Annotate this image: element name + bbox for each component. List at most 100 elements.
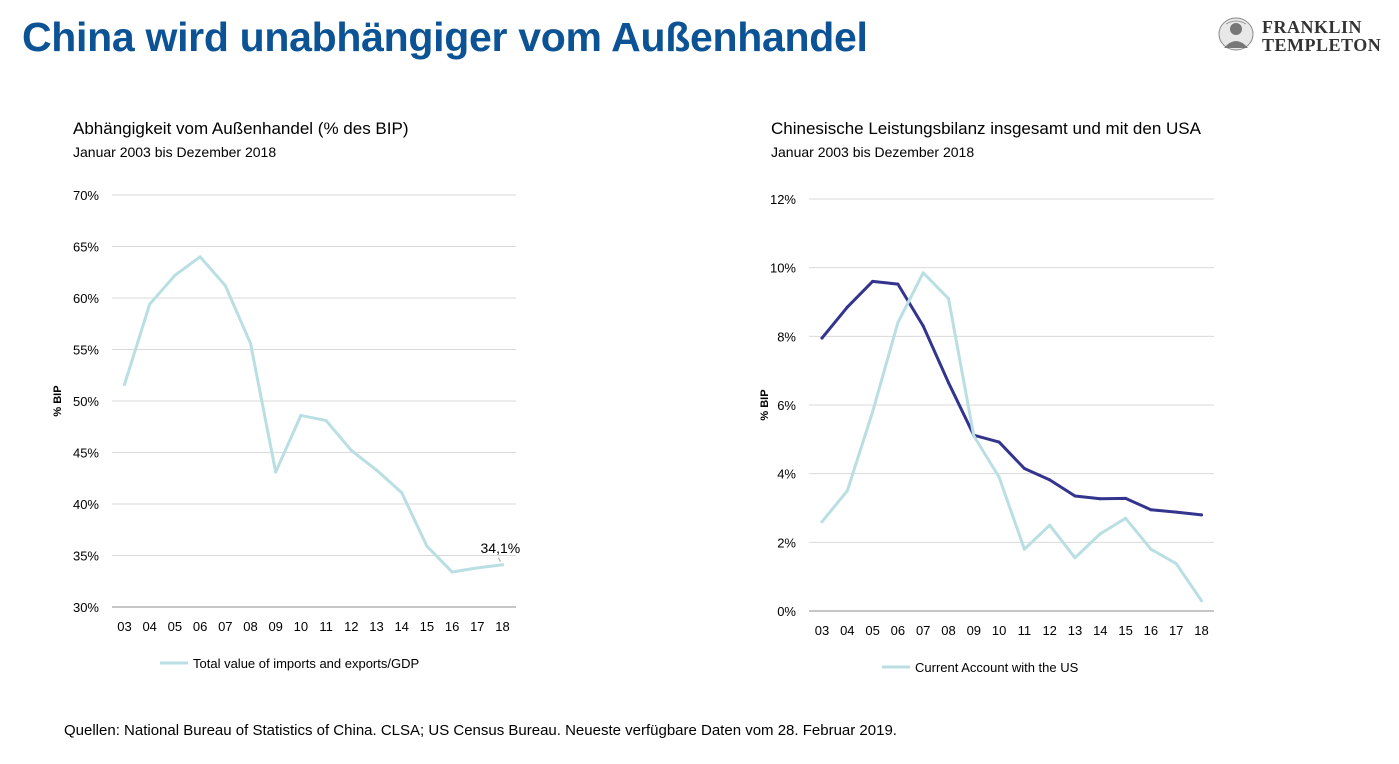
chart1-xtick-label: 12 xyxy=(344,619,358,634)
chart2-ytick-label: 6% xyxy=(777,398,796,413)
chart2-ytick-label: 10% xyxy=(770,261,796,276)
chart2-series-1-point xyxy=(1200,599,1203,603)
chart1-ytick-label: 35% xyxy=(73,549,99,564)
chart2-series-1-point xyxy=(1098,532,1102,536)
chart1-series-0-point xyxy=(223,284,227,288)
chart1-xtick-label: 18 xyxy=(495,619,509,634)
chart2-series-0-point xyxy=(947,381,950,385)
chart1-xtick-label: 05 xyxy=(168,619,182,634)
chart2-xtick-label: 04 xyxy=(840,623,854,638)
chart2-ytick-label: 2% xyxy=(777,535,796,550)
chart2-series-0-point xyxy=(1022,467,1026,471)
chart1-series-0-point xyxy=(501,563,504,567)
chart2-ytick-label: 12% xyxy=(770,192,796,207)
chart2-series-0-point xyxy=(871,279,875,283)
chart1-series-0-point xyxy=(349,448,353,452)
franklin-templeton-logo: FRANKLIN TEMPLETON xyxy=(1216,16,1388,56)
chart2-series-1-point xyxy=(972,434,976,438)
chart1-xtick-label: 17 xyxy=(470,619,484,634)
chart2-xtick-label: 11 xyxy=(1018,623,1032,638)
chart1-xtick-label: 04 xyxy=(142,619,156,634)
chart2-series-1-point xyxy=(845,489,849,493)
chart2-xtick-label: 06 xyxy=(891,623,905,638)
chart1-subtitle: Januar 2003 bis Dezember 2018 xyxy=(73,144,277,160)
logo-line1: FRANKLIN xyxy=(1262,17,1363,37)
chart1-xtick-label: 13 xyxy=(369,619,383,634)
chart2-series-1-point xyxy=(1174,562,1178,566)
chart2-ytick-label: 8% xyxy=(777,329,796,344)
chart2-series-0-point xyxy=(1174,510,1178,514)
chart2-subtitle: Januar 2003 bis Dezember 2018 xyxy=(771,144,975,160)
chart2-series-1-point xyxy=(871,410,875,414)
chart1-xtick-label: 07 xyxy=(218,619,232,634)
chart2-xtick-label: 18 xyxy=(1194,623,1208,638)
page-title: China wird unabhängiger vom Außenhandel xyxy=(22,14,868,60)
chart2-xtick-label: 08 xyxy=(941,623,955,638)
chart1-annotation: 34,1% xyxy=(481,540,521,556)
chart2-series-0-point xyxy=(1098,497,1102,501)
chart2-series-0-point xyxy=(997,440,1001,444)
chart2-series-0-point xyxy=(1200,513,1203,517)
chart1-plot: 30% 35% 40% 45% 50% 55% 60% 65% 70% 03 04 05 06 07 08 0… xyxy=(52,188,521,671)
chart2-series-1-point xyxy=(947,297,950,301)
chart1-series-0-point xyxy=(249,341,252,345)
chart2-series-0-point xyxy=(820,336,824,340)
chart2-series-1-line xyxy=(820,271,1203,603)
chart2-series-0-point xyxy=(1073,494,1077,498)
chart1-series-0-point xyxy=(375,468,378,472)
chart1-xtick-label: 06 xyxy=(193,619,207,634)
chart2-ylabel: % BIP xyxy=(759,389,771,420)
chart2-series-1-point xyxy=(1073,556,1077,560)
chart1-ytick-label: 60% xyxy=(73,291,99,306)
chart1-ytick-label: 65% xyxy=(73,240,99,255)
chart1-legend-label: Total value of imports and exports/GDP xyxy=(193,656,419,671)
chart2-xtick-label: 15 xyxy=(1118,623,1132,638)
chart1-series-0-point xyxy=(123,383,126,387)
chart2-xtick-label: 07 xyxy=(916,623,930,638)
chart1-ytick-label: 70% xyxy=(73,188,99,203)
chart2-series-1-point xyxy=(820,520,824,524)
chart1-xtick-label: 15 xyxy=(420,619,434,634)
chart2-series-1-point xyxy=(921,271,925,275)
chart2-series-1-point xyxy=(1124,516,1128,520)
chart1-series-0-point xyxy=(173,273,177,277)
chart1-ytick-label: 55% xyxy=(73,343,99,358)
chart1-xtick-label: 03 xyxy=(117,619,131,634)
chart1-xtick-label: 16 xyxy=(445,619,459,634)
logo-line2: TEMPLETON xyxy=(1262,35,1382,55)
chart2-series-0-point xyxy=(896,282,900,286)
chart2-title: Chinesische Leistungsbilanz insgesamt un… xyxy=(771,119,1201,138)
chart2-xtick-label: 10 xyxy=(992,623,1006,638)
chart1-series-0-point xyxy=(450,570,454,574)
chart2-xtick-label: 09 xyxy=(967,623,981,638)
chart1-series-0-line xyxy=(123,255,504,574)
chart1-series-0-point xyxy=(274,470,278,474)
chart1-series-0-point xyxy=(475,566,479,570)
chart1-series-0-point xyxy=(198,255,202,259)
chart1-series-0-point xyxy=(400,491,404,495)
chart2-xtick-label: 13 xyxy=(1068,623,1082,638)
chart2-series-0-line xyxy=(820,279,1203,517)
chart2-ytick-label: 0% xyxy=(777,604,796,619)
chart1-xtick-label: 08 xyxy=(243,619,257,634)
chart1-xtick-label: 10 xyxy=(294,619,308,634)
chart1-annotation-leader xyxy=(498,557,501,562)
chart2-series-1-point xyxy=(1149,547,1153,551)
chart2-series-0-point xyxy=(1149,508,1153,512)
chart1-ylabel: % BIP xyxy=(52,385,64,416)
chart1-ytick-label: 40% xyxy=(73,497,99,512)
chart2-series-1-point xyxy=(1048,523,1052,527)
chart1-series-0-point xyxy=(425,544,429,548)
chart1-series-0-point xyxy=(299,413,303,417)
footer-sources: Quellen: National Bureau of Statistics o… xyxy=(64,722,897,739)
chart1-series-0-point xyxy=(324,419,328,423)
chart1-ytick-label: 45% xyxy=(73,446,99,461)
chart2-xtick-label: 03 xyxy=(815,623,829,638)
chart2-series-1-point xyxy=(997,475,1001,479)
chart2-xtick-label: 17 xyxy=(1169,623,1183,638)
chart2-series-0-point xyxy=(1048,478,1052,482)
chart2-series-0-point xyxy=(1124,496,1128,500)
chart1-xtick-label: 11 xyxy=(319,619,333,634)
chart2-series-1-point xyxy=(896,321,900,325)
chart1-title: Abhängigkeit vom Außenhandel (% des BIP) xyxy=(73,119,409,138)
